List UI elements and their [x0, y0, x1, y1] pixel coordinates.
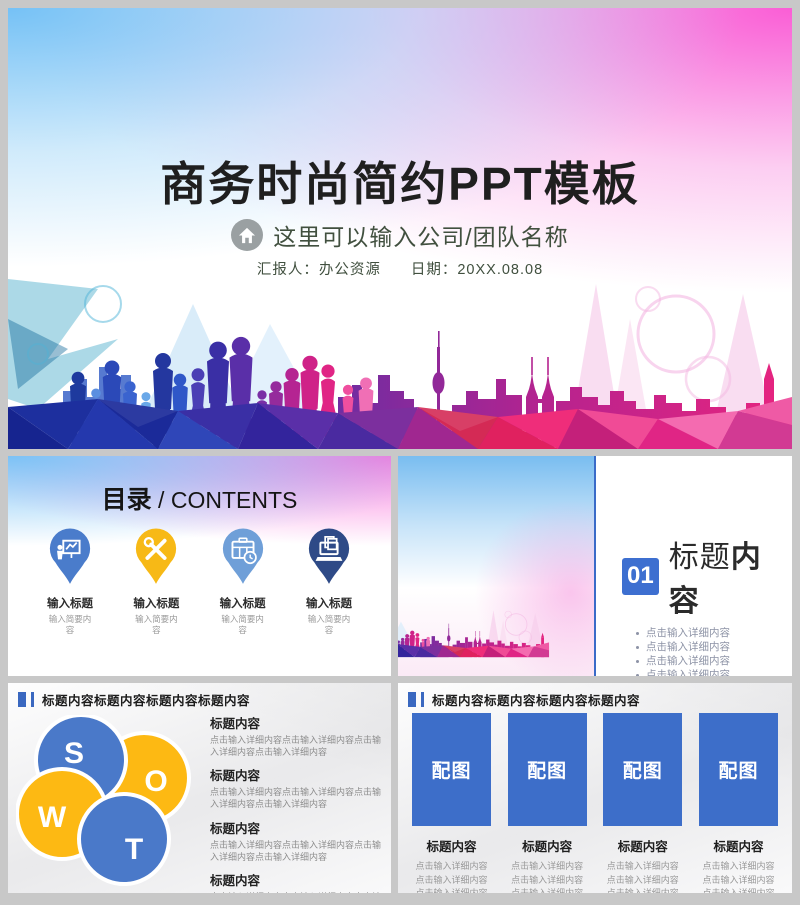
header-bar-icon — [421, 692, 424, 707]
header-bar-icon — [408, 692, 416, 707]
tools-icon — [136, 528, 177, 584]
contents-item-desc: 输入简要内容 — [135, 614, 178, 636]
image-placeholder[interactable]: 配图 — [412, 713, 491, 826]
picture-column: 配图 标题内容 点击输入详细内容 点击输入详细内容 点击输入详细内容 — [412, 713, 491, 893]
picture-column: 配图 标题内容 点击输入详细内容 点击输入详细内容 点击输入详细内容 — [603, 713, 683, 893]
section-art-thumbnail — [398, 456, 594, 676]
contents-item[interactable]: 输入标题 输入简要内容 — [207, 528, 279, 637]
image-placeholder[interactable]: 配图 — [698, 713, 778, 826]
calendar-clock-icon — [222, 528, 263, 584]
swot-letter-s: S — [64, 737, 84, 770]
swot-letter-o: O — [144, 765, 167, 798]
presentation-chart-icon — [49, 528, 91, 584]
swot-letter-t: T — [125, 833, 143, 866]
pictures-header-title: 标题内容标题内容标题内容标题内容 — [432, 694, 641, 708]
swot-diagram: S O W T — [16, 715, 191, 886]
contents-item-title: 输入标题 — [47, 598, 93, 610]
contents-title: 目录 / CONTENTS — [8, 480, 391, 516]
bullet-dot-icon — [636, 674, 639, 676]
cover-title: 商务时尚简约PPT模板 — [160, 158, 640, 210]
contents-title-en: / CONTENTS — [151, 487, 298, 513]
slide-cover[interactable]: 商务时尚简约PPT模板 这里可以输入公司/团队名称 汇报人：办公资源 日期：20… — [8, 8, 792, 449]
contents-item-desc: 输入简要内容 — [307, 614, 351, 636]
section-title: 标题内容 — [669, 532, 792, 620]
contents-item[interactable]: 输入标题 输入简要内容 — [120, 528, 192, 637]
contents-item-title: 输入标题 — [219, 598, 266, 610]
section-title-light: 标题 — [668, 541, 731, 574]
bullet-dot-icon — [636, 646, 639, 650]
cover-presenter: 汇报人：办公资源 — [256, 262, 381, 278]
contents-title-zh: 目录 — [101, 486, 152, 514]
swot-list-item: 标题内容点击输入详细内容点击输入详细内容点击输入详细内容点击输入详细内容 — [210, 821, 382, 862]
section-bullet: 点击输入详细内容 — [636, 655, 792, 669]
slide-swot[interactable]: 标题内容标题内容标题内容标题内容 S O W T 标题内容 点击输入详细内容点击输… — [8, 683, 391, 893]
header-bar-icon — [31, 692, 34, 707]
cover-date: 日期：20XX.08.08 — [410, 262, 544, 278]
section-bullet: 点击输入详细内容 — [636, 627, 792, 641]
cityscape-people-art — [8, 279, 792, 449]
swot-header-title: 标题内容标题内容标题内容标题内容 — [42, 694, 251, 708]
contents-item-title: 输入标题 — [305, 598, 352, 610]
bullet-dot-icon — [636, 632, 639, 636]
swot-letter-w: W — [38, 801, 67, 834]
contents-item[interactable]: 输入标题 输入简要内容 — [293, 528, 365, 637]
swot-list-item: 标题内容点击输入详细内容点击输入详细内容点击输入详细内容点击输入详细内容 — [210, 717, 382, 758]
section-number-badge: 01 — [622, 557, 659, 595]
bullet-dot-icon — [636, 660, 639, 664]
slide-section[interactable]: 01 标题内容 点击输入详细内容 点击输入详细内容 点击输入详细内容 点击输入详… — [398, 456, 792, 676]
picture-column: 配图 标题内容 点击输入详细内容 点击输入详细内容 点击输入详细内容 — [698, 713, 778, 893]
slide-pictures[interactable]: 标题内容标题内容标题内容标题内容 配图 标题内容 点击输入详细内容 点击输入详细内… — [398, 683, 792, 893]
image-placeholder[interactable]: 配图 — [507, 713, 587, 826]
image-placeholder[interactable]: 配图 — [603, 713, 683, 826]
slide-contents[interactable]: 目录 / CONTENTS 输入标题 输入简要内容 — [8, 456, 391, 676]
cover-subtitle: 这里可以输入公司/团队名称 — [273, 224, 569, 250]
laptop-book-icon — [308, 528, 350, 584]
swot-list-item: 标题内容点击输入详细内容点击输入详细内容点击输入详细内容点击输入详细内容 — [210, 769, 382, 810]
section-title-bold: 内容 — [668, 541, 762, 618]
contents-item-desc: 输入简要内容 — [221, 614, 264, 636]
section-bullet: 点击输入详细内容 — [636, 641, 792, 655]
contents-item-desc: 输入简要内容 — [48, 614, 92, 636]
header-bar-icon — [18, 692, 26, 707]
contents-item[interactable]: 输入标题 输入简要内容 — [34, 528, 106, 637]
section-bullet: 点击输入详细内容 — [636, 669, 792, 676]
picture-column: 配图 标题内容 点击输入详细内容 点击输入详细内容 点击输入详细内容 — [507, 713, 587, 893]
vertical-divider — [594, 456, 596, 676]
home-icon — [231, 219, 264, 251]
contents-item-title: 输入标题 — [133, 598, 180, 610]
